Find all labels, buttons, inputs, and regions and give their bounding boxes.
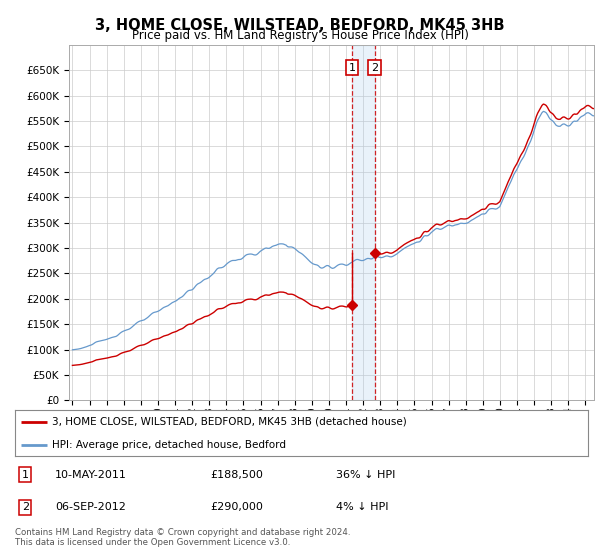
Text: 36% ↓ HPI: 36% ↓ HPI (336, 470, 395, 480)
Text: 4% ↓ HPI: 4% ↓ HPI (336, 502, 388, 512)
Bar (352, 45, 375, 400)
Text: 06-SEP-2012: 06-SEP-2012 (55, 502, 126, 512)
Text: HPI: Average price, detached house, Bedford: HPI: Average price, detached house, Bedf… (52, 440, 286, 450)
Text: £188,500: £188,500 (210, 470, 263, 480)
Text: 10-MAY-2011: 10-MAY-2011 (55, 470, 127, 480)
Text: Contains HM Land Registry data © Crown copyright and database right 2024.
This d: Contains HM Land Registry data © Crown c… (15, 528, 350, 547)
Text: 1: 1 (22, 470, 29, 480)
Text: Price paid vs. HM Land Registry's House Price Index (HPI): Price paid vs. HM Land Registry's House … (131, 29, 469, 42)
Text: 3, HOME CLOSE, WILSTEAD, BEDFORD, MK45 3HB: 3, HOME CLOSE, WILSTEAD, BEDFORD, MK45 3… (95, 18, 505, 33)
Text: 2: 2 (22, 502, 29, 512)
Text: 3, HOME CLOSE, WILSTEAD, BEDFORD, MK45 3HB (detached house): 3, HOME CLOSE, WILSTEAD, BEDFORD, MK45 3… (52, 417, 407, 427)
Text: £290,000: £290,000 (210, 502, 263, 512)
Text: 2: 2 (371, 63, 379, 73)
Text: 1: 1 (349, 63, 356, 73)
